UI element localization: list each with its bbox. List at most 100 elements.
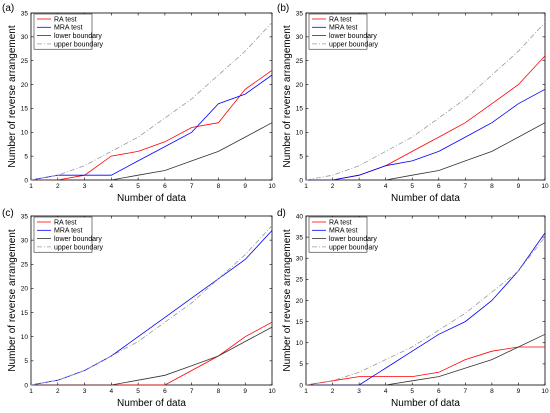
y-tick-label: 35 (21, 213, 29, 220)
y-tick-label: 20 (21, 286, 29, 293)
series-line-ra-test (31, 69, 273, 181)
y-tick-label: 25 (21, 58, 29, 65)
x-tick-label: 6 (437, 388, 441, 395)
x-tick-label: 1 (29, 183, 33, 190)
y-tick-label: 15 (296, 319, 304, 326)
y-tick-label: 30 (21, 34, 29, 41)
x-tick-label: 9 (517, 388, 521, 395)
x-tick-label: 3 (83, 183, 87, 190)
x-tick-label: 5 (136, 388, 140, 395)
legend-label: upper boundary (329, 41, 379, 48)
series-line-mra-test (306, 88, 546, 181)
y-tick-label: 25 (21, 262, 29, 269)
legend-label: MRA test (54, 25, 82, 32)
y-tick-label: 20 (21, 82, 29, 89)
legend-box (308, 13, 368, 50)
y-tick-label: 10 (296, 340, 304, 347)
y-tick-label: 5 (299, 361, 303, 368)
legend-label: lower boundary (54, 33, 102, 40)
x-tick-label: 10 (268, 183, 276, 190)
x-tick-label: 7 (190, 388, 194, 395)
x-axis-label: Number of data (117, 193, 186, 204)
x-tick-label: 9 (243, 183, 247, 190)
y-tick-label: 0 (24, 177, 28, 184)
legend-label: lower boundary (329, 236, 377, 243)
x-tick-label: 7 (190, 183, 194, 190)
series-line-lower-boundary (31, 122, 273, 181)
legend-label: RA test (54, 16, 77, 23)
x-tick-label: 4 (384, 183, 388, 190)
series-line-lower-boundary (31, 326, 273, 386)
legend-box (33, 13, 93, 50)
legend-label: lower boundary (329, 33, 377, 40)
x-tick-label: 10 (541, 388, 549, 395)
y-tick-label: 25 (296, 277, 304, 284)
y-tick-label: 10 (21, 130, 29, 137)
y-tick-label: 40 (296, 213, 304, 220)
x-tick-label: 4 (384, 388, 388, 395)
legend-label: upper boundary (54, 41, 104, 48)
series-line-mra-test (30, 74, 273, 181)
y-tick-label: 10 (296, 130, 304, 137)
legend-label: MRA test (329, 25, 357, 32)
legend-box (33, 216, 93, 253)
legend-label: RA test (54, 219, 77, 226)
x-tick-label: 4 (110, 183, 114, 190)
y-tick-label: 5 (299, 153, 303, 160)
y-tick-label: 35 (296, 10, 304, 17)
x-tick-label: 10 (268, 388, 276, 395)
y-tick-label: 35 (21, 10, 29, 17)
x-axis-label: Number of data (391, 398, 460, 409)
x-tick-label: 9 (243, 388, 247, 395)
x-tick-label: 6 (163, 183, 167, 190)
series-line-lower-boundary (306, 122, 546, 181)
legend-label: RA test (329, 219, 352, 226)
x-tick-label: 5 (410, 388, 414, 395)
y-tick-label: 0 (299, 382, 303, 389)
x-tick-label: 3 (357, 388, 361, 395)
y-axis-label: Number of reverse arrangement (282, 25, 293, 168)
x-tick-label: 8 (490, 183, 494, 190)
legend-label: MRA test (329, 228, 357, 235)
legend-label: RA test (329, 16, 352, 23)
series-line-upper-boundary (305, 236, 546, 386)
y-tick-label: 15 (21, 310, 29, 317)
x-tick-label: 3 (83, 388, 87, 395)
x-axis-label: Number of data (391, 193, 460, 204)
panel-label: (c) (2, 208, 14, 219)
series-line-lower-boundary (306, 333, 546, 386)
series-line-upper-boundary (305, 22, 546, 181)
x-tick-label: 1 (304, 183, 308, 190)
x-tick-label: 8 (217, 388, 221, 395)
x-tick-label: 8 (490, 388, 494, 395)
x-tick-label: 2 (56, 183, 60, 190)
y-tick-label: 10 (21, 334, 29, 341)
x-tick-label: 3 (357, 183, 361, 190)
x-tick-label: 6 (163, 388, 167, 395)
x-axis-label: Number of data (117, 398, 186, 409)
x-tick-label: 10 (541, 183, 549, 190)
series-line-ra-test (305, 346, 545, 386)
legend-label: lower boundary (54, 236, 102, 243)
x-tick-label: 7 (464, 183, 468, 190)
chart-panel-4: 1 2 3 4 5 6 7 8 9 10 0 5 10 15 20 25 30 35 40 RA test MRA te… (277, 208, 549, 409)
x-tick-label: 1 (29, 388, 33, 395)
chart-panel-2: 1 2 3 4 5 6 7 8 9 10 0 5 10 15 20 25 30 35 RA test MRA test… (277, 3, 549, 204)
y-tick-label: 30 (296, 256, 304, 263)
y-tick-label: 0 (24, 382, 28, 389)
y-tick-label: 30 (296, 34, 304, 41)
x-tick-label: 5 (410, 183, 414, 190)
x-tick-label: 5 (136, 183, 140, 190)
y-axis-label: Number of reverse arrangement (282, 229, 293, 372)
chart-panel-1: 1 2 3 4 5 6 7 8 9 10 0 5 10 15 20 25 30 35 RA test MRA test… (2, 3, 276, 204)
legend-box (308, 216, 368, 253)
legend-label: upper boundary (54, 244, 104, 251)
y-tick-label: 5 (24, 153, 28, 160)
y-tick-label: 15 (296, 106, 304, 113)
y-tick-label: 25 (296, 58, 304, 65)
y-tick-label: 20 (296, 298, 304, 305)
x-tick-label: 4 (110, 388, 114, 395)
y-axis-label: Number of reverse arrangement (7, 25, 18, 168)
legend-label: MRA test (54, 228, 82, 235)
